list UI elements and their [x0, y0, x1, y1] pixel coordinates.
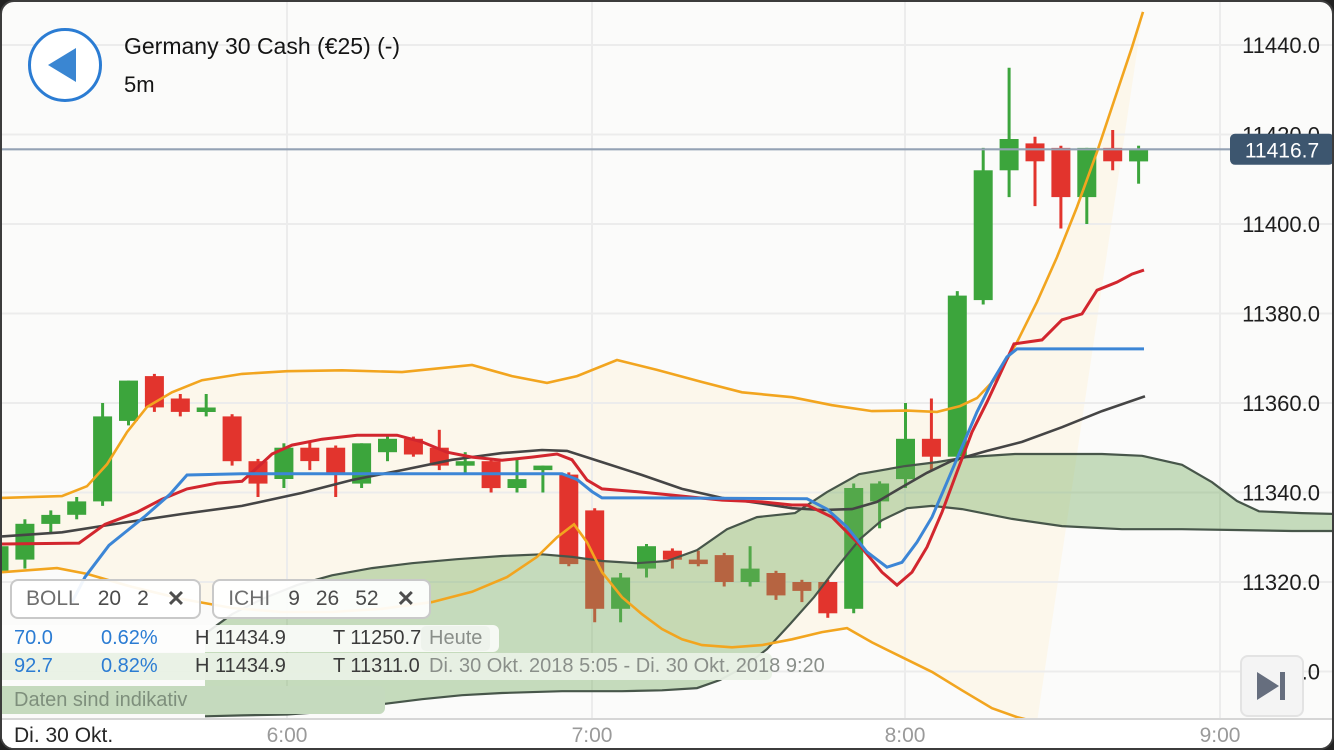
change-percent: 0.82% — [101, 655, 158, 677]
candle-body — [1051, 147, 1071, 198]
skip-forward-icon — [1257, 672, 1285, 700]
current-price-value: 11416.7 — [1245, 139, 1319, 162]
candle-body — [714, 555, 734, 582]
change-points: 70.0 — [14, 627, 53, 649]
low-value: T 11250.7 — [333, 627, 422, 649]
candle-body — [403, 438, 423, 455]
candle-body — [973, 170, 993, 301]
remove-indicator-icon[interactable]: ✕ — [166, 586, 186, 611]
instrument-title: Germany 30 Cash (€25) (-) — [124, 33, 401, 59]
candle-body — [196, 407, 216, 412]
indicator-name: ICHI — [228, 587, 271, 610]
stats-row-today: 70.0 0.62% H 11434.9 T 11250.7 Heute — [2, 625, 499, 652]
candle-body — [533, 465, 553, 471]
bollinger-upper-line — [2, 11, 1145, 500]
candle-body — [455, 461, 475, 466]
timeframe-label[interactable]: 5m — [124, 72, 155, 97]
back-arrow-icon — [48, 48, 76, 82]
candle-body — [662, 550, 682, 560]
time-axis-label: 6:00 — [266, 724, 308, 747]
price-axis-label: 11400.0 — [1242, 212, 1320, 237]
indicator-param: 2 — [137, 587, 149, 610]
time-axis[interactable]: Di. 30 Okt. 6:00 7:00 8:00 9:00 — [2, 718, 1332, 748]
candle-body — [999, 139, 1019, 171]
candle-body — [1025, 143, 1045, 162]
candle-body — [792, 582, 812, 591]
candle-body — [896, 438, 915, 480]
kijun-line — [2, 268, 1145, 588]
indicator-badge-boll[interactable]: BOLL 20 2 ✕ — [10, 579, 202, 619]
senkou-a-line — [204, 452, 1332, 635]
price-axis-label: 11360.0 — [1242, 391, 1320, 416]
candle-body — [507, 479, 527, 488]
remove-indicator-icon[interactable]: ✕ — [396, 586, 416, 611]
indicator-badges: BOLL 20 2 ✕ ICHI 9 26 52 ✕ — [10, 579, 432, 619]
candle-body — [1077, 147, 1097, 198]
candle-body — [2, 546, 9, 571]
indicator-param: 9 — [288, 587, 300, 610]
candle-body — [378, 438, 397, 453]
candle-body — [1103, 147, 1123, 162]
candle-body — [170, 398, 190, 412]
price-axis-label: 11340.0 — [1242, 481, 1320, 506]
time-axis-label: Di. 30 Okt. — [2, 724, 124, 748]
indicator-param: 26 — [315, 587, 340, 610]
senkou-b-line — [204, 504, 1332, 718]
candle-body — [274, 447, 294, 479]
tenkan-line — [70, 347, 1144, 603]
candle-body — [41, 514, 61, 524]
indicator-badge-ichi[interactable]: ICHI 9 26 52 ✕ — [212, 579, 432, 619]
candle-body — [67, 501, 87, 515]
range-label: Heute — [421, 626, 491, 651]
time-axis-label: 7:00 — [571, 724, 613, 747]
high-value: H 11434.9 — [195, 655, 286, 677]
current-price-tag — [1230, 133, 1332, 165]
candle-body — [1129, 149, 1149, 162]
skip-to-latest-button[interactable] — [1240, 655, 1304, 717]
candle-body — [222, 416, 242, 462]
indicative-data-note: Daten sind indikativ — [2, 686, 385, 714]
time-axis-label: 8:00 — [884, 724, 926, 747]
candle-body — [559, 474, 579, 565]
back-button[interactable] — [28, 28, 102, 102]
stats-row-range: 92.7 0.82% H 11434.9 T 11311.0 Di. 30 Ok… — [2, 653, 825, 680]
price-axis-label: 11440.0 — [1242, 33, 1320, 58]
candle-body — [766, 573, 786, 596]
candle-body — [818, 582, 838, 614]
candle-body — [300, 447, 320, 462]
time-axis-label: 9:00 — [1199, 724, 1241, 747]
candle-body — [740, 568, 760, 582]
candle-body — [947, 295, 967, 457]
candle-body — [326, 447, 346, 475]
change-percent: 0.62% — [101, 627, 158, 649]
indicator-param: 20 — [97, 587, 122, 610]
high-value: H 11434.9 — [195, 627, 286, 649]
range-label: Di. 30 Okt. 2018 5:05 - Di. 30 Okt. 2018… — [429, 655, 825, 677]
candle-body — [93, 416, 113, 502]
indicator-param: 52 — [355, 587, 379, 610]
low-value: T 11311.0 — [333, 655, 420, 677]
indicator-name: BOLL — [26, 587, 80, 610]
candle-body — [688, 559, 708, 565]
price-axis-label: 11320.0 — [1242, 570, 1320, 595]
change-points: 92.7 — [14, 655, 53, 677]
candle-body — [119, 380, 138, 421]
candle-body — [15, 523, 35, 560]
price-axis-label: 11380.0 — [1242, 302, 1320, 327]
candle-body — [921, 438, 941, 457]
